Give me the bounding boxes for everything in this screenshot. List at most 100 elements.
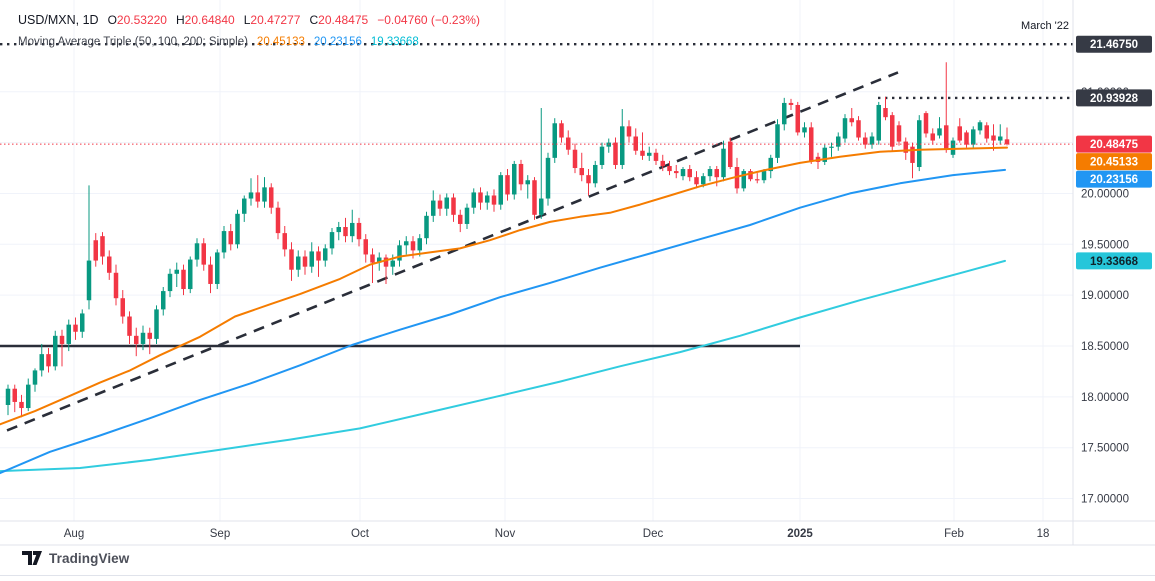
candle-up[interactable] <box>39 343 45 377</box>
candle-up[interactable] <box>215 249 220 290</box>
symbol-legend[interactable]: USD/MXN, 1D O20.53220 H20.64840 L20.4727… <box>18 13 480 27</box>
candle-up[interactable] <box>221 225 227 259</box>
candle-up[interactable] <box>188 256 193 294</box>
sma50-line[interactable] <box>0 146 1008 426</box>
candle-down[interactable] <box>208 256 213 294</box>
candle-down[interactable] <box>343 217 348 243</box>
indicator-title[interactable]: Moving Average Triple (50, 100, 200; Sim… <box>18 36 248 48</box>
candle-down[interactable] <box>370 248 375 283</box>
candle-down[interactable] <box>667 160 672 176</box>
candle-down[interactable] <box>275 201 281 240</box>
candle-down[interactable] <box>579 152 585 182</box>
symbol-title[interactable]: USD/MXN, 1D <box>18 13 99 27</box>
candle-up[interactable] <box>464 203 470 230</box>
candle-down[interactable] <box>505 169 510 201</box>
candle-up[interactable] <box>161 287 166 316</box>
candle-up[interactable] <box>869 132 875 149</box>
candle-up[interactable] <box>950 137 956 158</box>
candle-down[interactable] <box>113 264 119 306</box>
candle-down[interactable] <box>856 116 861 141</box>
candle-down[interactable] <box>289 242 294 281</box>
candle-up[interactable] <box>917 115 922 172</box>
candle-down[interactable] <box>559 120 564 143</box>
candle-up[interactable] <box>606 138 612 153</box>
candle-up[interactable] <box>822 144 828 165</box>
candle-up[interactable] <box>154 305 159 344</box>
candle-down[interactable] <box>181 264 186 296</box>
candle-up[interactable] <box>802 122 807 138</box>
candle-down[interactable] <box>532 177 537 220</box>
candle-down[interactable] <box>478 187 483 210</box>
candle-down[interactable] <box>134 327 139 357</box>
candle-down[interactable] <box>228 223 234 251</box>
candle-down[interactable] <box>46 348 51 373</box>
candle-down[interactable] <box>795 101 801 136</box>
candle-down[interactable] <box>653 148 659 165</box>
candle-down[interactable] <box>451 193 456 222</box>
candle-up[interactable] <box>53 330 58 371</box>
trendline-drawing[interactable] <box>6 71 899 432</box>
candle-up[interactable] <box>512 160 517 200</box>
candle-down[interactable] <box>910 142 915 179</box>
candle-up[interactable] <box>876 101 882 145</box>
candle-up[interactable] <box>539 108 544 219</box>
candle-down[interactable] <box>748 169 753 182</box>
candle-up[interactable] <box>599 142 605 170</box>
candle-up[interactable] <box>485 191 490 210</box>
candle-up[interactable] <box>80 309 85 338</box>
candle-down[interactable] <box>896 121 902 146</box>
candle-up[interactable] <box>525 175 531 199</box>
indicator-legend[interactable]: Moving Average Triple (50, 100, 200; Sim… <box>18 36 419 48</box>
tradingview-logo[interactable]: TradingView <box>22 550 129 566</box>
candle-down[interactable] <box>728 137 733 170</box>
candle-down[interactable] <box>991 124 996 151</box>
candle-down[interactable] <box>890 112 895 151</box>
candle-up[interactable] <box>235 209 240 249</box>
candle-down[interactable] <box>755 173 760 184</box>
candle-down[interactable] <box>903 137 909 160</box>
candle-down[interactable] <box>809 122 814 164</box>
candle-down[interactable] <box>73 317 78 340</box>
candle-up[interactable] <box>836 132 841 151</box>
candle-down[interactable] <box>12 384 18 413</box>
candle-down[interactable] <box>626 120 632 143</box>
candle-up[interactable] <box>680 167 686 181</box>
candle-down[interactable] <box>849 108 855 127</box>
candle-down[interactable] <box>586 169 591 196</box>
candle-up[interactable] <box>262 177 267 208</box>
candle-up[interactable] <box>721 140 726 182</box>
sma100-line[interactable] <box>0 168 1006 475</box>
candle-down[interactable] <box>863 132 868 149</box>
candle-up[interactable] <box>552 118 558 163</box>
candle-up[interactable] <box>444 193 450 216</box>
candle-up[interactable] <box>140 325 146 351</box>
candle-down[interactable] <box>957 118 963 143</box>
candle-down[interactable] <box>572 143 578 174</box>
candle-down[interactable] <box>458 209 463 233</box>
candle-down[interactable] <box>518 159 524 191</box>
candle-up[interactable] <box>707 165 713 182</box>
candle-up[interactable] <box>647 146 652 161</box>
candle-down[interactable] <box>491 189 497 212</box>
candle-up[interactable] <box>842 114 848 143</box>
candle-up[interactable] <box>829 142 834 157</box>
candle-up[interactable] <box>336 221 342 241</box>
candle-down[interactable] <box>613 137 618 170</box>
candle-up[interactable] <box>397 240 402 267</box>
candle-up[interactable] <box>620 109 625 170</box>
time-axis[interactable]: Aug Sep Oct Nov Dec 2025 Feb 18 <box>64 528 1050 540</box>
candle-up[interactable] <box>498 172 504 210</box>
candle-up[interactable] <box>329 228 335 255</box>
candle-down[interactable] <box>566 130 571 155</box>
candle-up[interactable] <box>761 169 767 184</box>
candle-up[interactable] <box>977 120 983 135</box>
candle-up[interactable] <box>32 368 38 392</box>
candle-up[interactable] <box>174 262 180 288</box>
candle-down[interactable] <box>356 217 362 247</box>
candle-down[interactable] <box>930 128 936 145</box>
candle-down[interactable] <box>984 122 990 143</box>
candle-down[interactable] <box>19 394 24 418</box>
candle-down[interactable] <box>302 250 308 275</box>
candle-up[interactable] <box>167 268 173 298</box>
